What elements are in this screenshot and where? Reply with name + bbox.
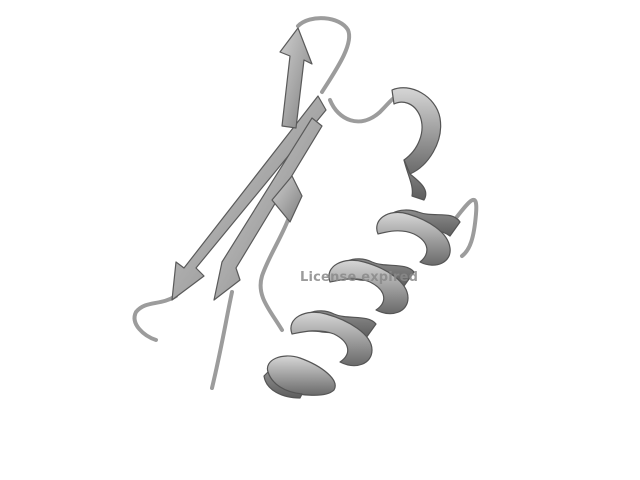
beta-strand-3: [279, 27, 313, 129]
coil-loops: [132, 16, 479, 390]
license-watermark: License expired: [300, 270, 419, 285]
beta-strand-2: [213, 117, 323, 301]
beta-strand-4: [271, 175, 303, 223]
beta-sheet: [171, 27, 327, 301]
alpha-helix: [263, 87, 461, 399]
